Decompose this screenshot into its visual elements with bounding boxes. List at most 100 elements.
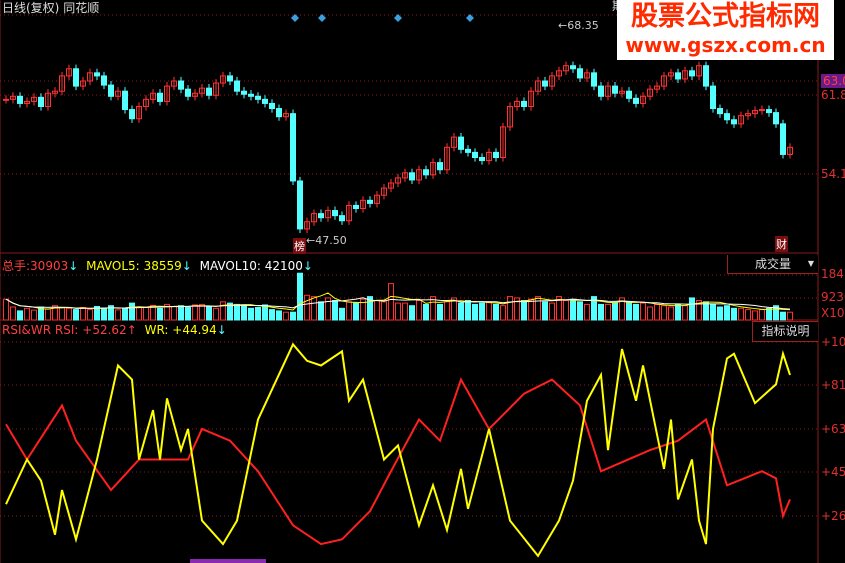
- volume-bar: [682, 305, 688, 321]
- candle-body: [787, 146, 793, 155]
- candle-body: [451, 136, 457, 148]
- volume-bar: [73, 309, 79, 321]
- volume-bar: [234, 303, 240, 321]
- volume-bar: [66, 307, 72, 321]
- volume-bar: [437, 303, 443, 321]
- candle-body: [241, 90, 247, 95]
- candle-body: [269, 102, 275, 110]
- indicator-explain-button[interactable]: 指标说明: [752, 321, 818, 342]
- candle-body: [262, 98, 268, 104]
- candle-body: [444, 146, 450, 171]
- candle-body: [661, 75, 667, 87]
- candle-body: [17, 95, 23, 104]
- candle-body: [353, 204, 359, 210]
- candle-body: [696, 65, 702, 77]
- volume-bar: [738, 307, 744, 321]
- volume-bar: [507, 296, 513, 321]
- candle-body: [31, 96, 37, 102]
- candle-body: [122, 90, 128, 111]
- candle-body: [605, 85, 611, 97]
- volume-bar: [605, 303, 611, 321]
- candle-body: [402, 172, 408, 179]
- volume-bar: [619, 297, 625, 321]
- high-price: 68.35: [567, 19, 599, 32]
- wr-line: [5, 342, 791, 558]
- candle-body: [276, 108, 282, 118]
- volume-bar: [297, 272, 303, 321]
- arrow-down-icon: ↓: [68, 259, 79, 273]
- volume-bar: [318, 301, 324, 321]
- price-axis-label: 54.1: [821, 167, 845, 181]
- volume-bar: [101, 308, 107, 321]
- volume-bar: [542, 301, 548, 321]
- volume-bar: [675, 303, 681, 321]
- volume-bar: [80, 307, 86, 321]
- candle-body: [689, 70, 695, 77]
- candle-body: [108, 84, 114, 97]
- volume-bar: [535, 296, 541, 321]
- candle-body: [458, 136, 464, 150]
- volume-bar: [311, 296, 317, 321]
- event-diamond-icon: [318, 14, 326, 22]
- volume-bar: [388, 283, 394, 321]
- volume-bar: [31, 309, 37, 321]
- candle-body: [213, 82, 219, 96]
- volume-bar: [94, 305, 100, 321]
- volume-bar: [717, 306, 723, 321]
- volume-bar: [10, 306, 16, 321]
- candle-body: [374, 194, 380, 204]
- volume-bar: [332, 300, 338, 321]
- candle-body: [73, 68, 79, 87]
- candle-body: [395, 177, 401, 184]
- volume-bar: [752, 310, 758, 321]
- candle-body: [66, 68, 72, 77]
- candle-body: [325, 210, 331, 219]
- candle-body: [150, 92, 156, 100]
- candle-body: [507, 106, 513, 128]
- volume-bar: [584, 303, 590, 321]
- finance-tag[interactable]: 财: [775, 236, 788, 252]
- volume-bar: [17, 310, 23, 321]
- volume-bar: [122, 307, 128, 321]
- candle-body: [612, 85, 618, 94]
- candle-body: [724, 113, 730, 121]
- candle-body: [38, 96, 44, 107]
- volume-bar: [171, 305, 177, 321]
- volume-axis-label: 1847: [821, 267, 845, 281]
- mavol5-value: 38559: [143, 259, 182, 273]
- candle-body: [234, 80, 240, 92]
- candle-body: [206, 87, 212, 96]
- volume-bar: [416, 300, 422, 321]
- candle-body: [528, 90, 534, 107]
- scrollbar-thumb[interactable]: [190, 559, 266, 563]
- volume-bar: [556, 296, 562, 321]
- candle-body: [59, 75, 65, 92]
- candle-body: [675, 72, 681, 80]
- rsi-header: RSI&WR RSI: +52.62↑ WR: +44.94↓: [2, 323, 227, 337]
- volume-bar: [185, 307, 191, 321]
- indicator-selector[interactable]: 成交量 ▼: [727, 255, 818, 274]
- volume-bar: [346, 301, 352, 321]
- candle-body: [283, 113, 289, 118]
- candle-body: [542, 80, 548, 87]
- candle-body: [52, 90, 58, 94]
- volume-bar: [724, 305, 730, 321]
- volume-bar: [241, 305, 247, 321]
- volume-bar: [381, 301, 387, 321]
- volume-bar: [206, 306, 212, 321]
- candle-body: [332, 210, 338, 217]
- volume-bar: [472, 303, 478, 321]
- candle-body: [171, 80, 177, 87]
- volume-bar: [3, 298, 9, 321]
- chart-title: 日线(复权) 同花顺: [2, 0, 99, 16]
- candle-body: [738, 115, 744, 125]
- rsi-axis-label: +81.: [821, 378, 845, 392]
- volume-bar: [423, 303, 429, 321]
- volume-axis-unit: X100: [821, 306, 845, 320]
- volume-bar: [486, 301, 492, 321]
- volume-bar: [451, 297, 457, 321]
- candle-body: [472, 151, 478, 158]
- rank-tag[interactable]: 榜: [293, 238, 306, 254]
- volume-bar: [255, 307, 261, 321]
